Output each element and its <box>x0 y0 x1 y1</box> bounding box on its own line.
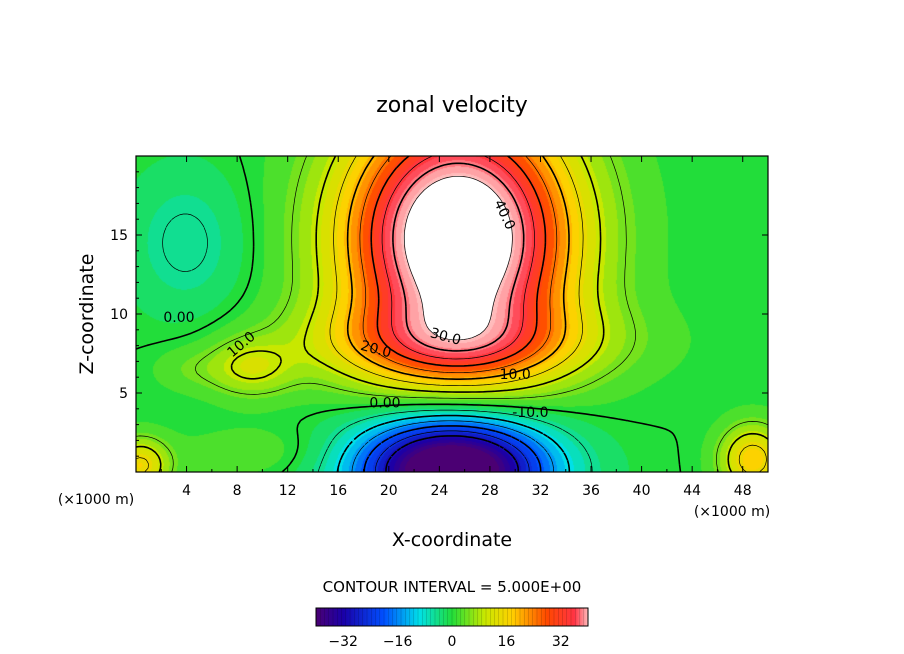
colorbar-segments <box>315 608 589 626</box>
x-axis-label: X-coordinate <box>392 529 512 551</box>
x-tick-label: 32 <box>532 483 550 499</box>
contour-level-0 <box>136 156 682 472</box>
contour-label: -10.0 <box>512 405 548 421</box>
contour-label: 20.0 <box>359 338 393 362</box>
x-tick-label: 28 <box>481 483 499 499</box>
contour-level-25 <box>359 156 558 374</box>
contour-labels: 40.030.020.010.010.00.000.00-10.0 <box>163 197 548 421</box>
contour-label: 30.0 <box>428 325 462 349</box>
contour-interval-text: CONTOUR INTERVAL = 5.000E+00 <box>323 578 582 596</box>
colorbar-tick-label: 0 <box>448 634 457 650</box>
y-axis-label: Z-coordinate <box>76 254 98 375</box>
contour-level-neg15 <box>351 420 554 472</box>
y-tick-label: 5 <box>119 386 128 402</box>
colorbar-tick-label: 16 <box>497 634 515 650</box>
x-tick-label: 4 <box>182 483 191 499</box>
velocity-colorfill <box>136 156 768 472</box>
contour-level-neg30 <box>385 435 520 472</box>
contour-level-45 <box>403 175 513 341</box>
contour-lines <box>136 156 768 472</box>
colorbar <box>316 608 588 626</box>
contour-level-20 <box>346 156 570 380</box>
contour-level-35 <box>381 156 535 360</box>
contour-level-neg20 <box>363 425 542 472</box>
colorbar-tick-label: −32 <box>328 634 358 650</box>
chart-title: zonal velocity <box>376 93 528 118</box>
x-tick-label: 8 <box>233 483 242 499</box>
contour-level-30 <box>370 156 547 367</box>
contour-label: 10.0 <box>500 367 531 383</box>
y-tick-label: 15 <box>110 228 128 244</box>
contour-level-5 <box>136 156 768 472</box>
x-tick-label: 48 <box>734 483 752 499</box>
contour-level-40 <box>392 162 525 352</box>
x-tick-label: 24 <box>430 483 448 499</box>
x-tick-label: 36 <box>582 483 600 499</box>
contour-level-neg5 <box>162 213 593 472</box>
y-axis-ticks: 5 10 15 <box>110 171 768 457</box>
x-unit-left: (×1000 m) <box>58 492 134 508</box>
x-tick-label: 20 <box>380 483 398 499</box>
plot-field <box>136 156 768 472</box>
colorbar-frame <box>315 607 589 627</box>
y-tick-label: 10 <box>110 307 128 323</box>
contour-label: 0.00 <box>163 310 194 326</box>
x-tick-label: 44 <box>683 483 701 499</box>
contour-level-neg25 <box>374 430 530 472</box>
colorbar-tick-label: 32 <box>552 634 570 650</box>
colorbar-tick-label: −16 <box>383 634 413 650</box>
x-axis-ticks: 4 8 12 16 20 24 28 32 36 40 44 48 <box>160 156 752 499</box>
contour-label: 0.00 <box>369 395 400 411</box>
colorbar-ticks: −32 −16 0 16 32 <box>328 634 569 650</box>
x-tick-label: 12 <box>279 483 297 499</box>
x-tick-label: 40 <box>633 483 651 499</box>
contour-level-10 <box>136 156 768 472</box>
x-unit-right: (×1000 m) <box>694 504 770 520</box>
contour-level-15 <box>136 156 767 472</box>
x-tick-label: 16 <box>329 483 347 499</box>
